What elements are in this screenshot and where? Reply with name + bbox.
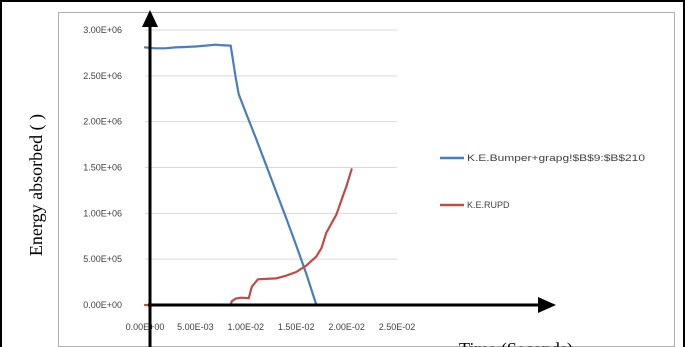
- legend-label-series-2: K.E.RUPD: [467, 200, 510, 210]
- series-line-2: [143, 168, 353, 307]
- gridlines: [145, 29, 397, 306]
- x-tick-label: 2.50E-02: [379, 322, 416, 332]
- x-tick-label: 0.00E+00: [126, 322, 165, 332]
- y-tick-label: 1.00E+06: [83, 208, 122, 218]
- y-tick-label: 5.00E+05: [83, 254, 122, 264]
- x-tick-label: 1.00E-02: [228, 322, 265, 332]
- legend-label-series-1: K.E.Bumper+grapg!$B$9:$B$210: [467, 153, 645, 163]
- series-line-1: [143, 43, 318, 307]
- x-tick-label: 1.50E-02: [278, 322, 315, 332]
- y-tick-label: 0.00E+00: [83, 300, 122, 310]
- y-tick-label: 2.50E+06: [83, 71, 122, 81]
- x-tick-label: 5.00E-03: [177, 322, 214, 332]
- x-axis-arrowhead: [538, 297, 556, 313]
- y-tick-label: 1.50E+06: [83, 163, 122, 173]
- y-tick-label: 3.00E+06: [83, 25, 122, 35]
- y-axis-arrowhead: [142, 10, 158, 27]
- y-tick-label: 2.00E+06: [83, 117, 122, 127]
- legend: K.E.Bumper+grapg!$B$9:$B$210 K.E.RUPD: [440, 153, 645, 210]
- x-tick-label: 2.00E-02: [328, 322, 365, 332]
- y-axis-title: Energy absorbed ( ): [26, 114, 47, 256]
- series-lines: [143, 43, 353, 307]
- x-axis-title: Time (Seconds): [459, 339, 573, 347]
- y-axis-tick-labels: 0.00E+00 5.00E+05 1.00E+06 1.50E+06 2.00E+06…: [83, 25, 122, 310]
- x-axis-tick-labels: 0.00E+00 5.00E-03 1.00E-02 1.50E-02 2.00E-02…: [126, 322, 416, 332]
